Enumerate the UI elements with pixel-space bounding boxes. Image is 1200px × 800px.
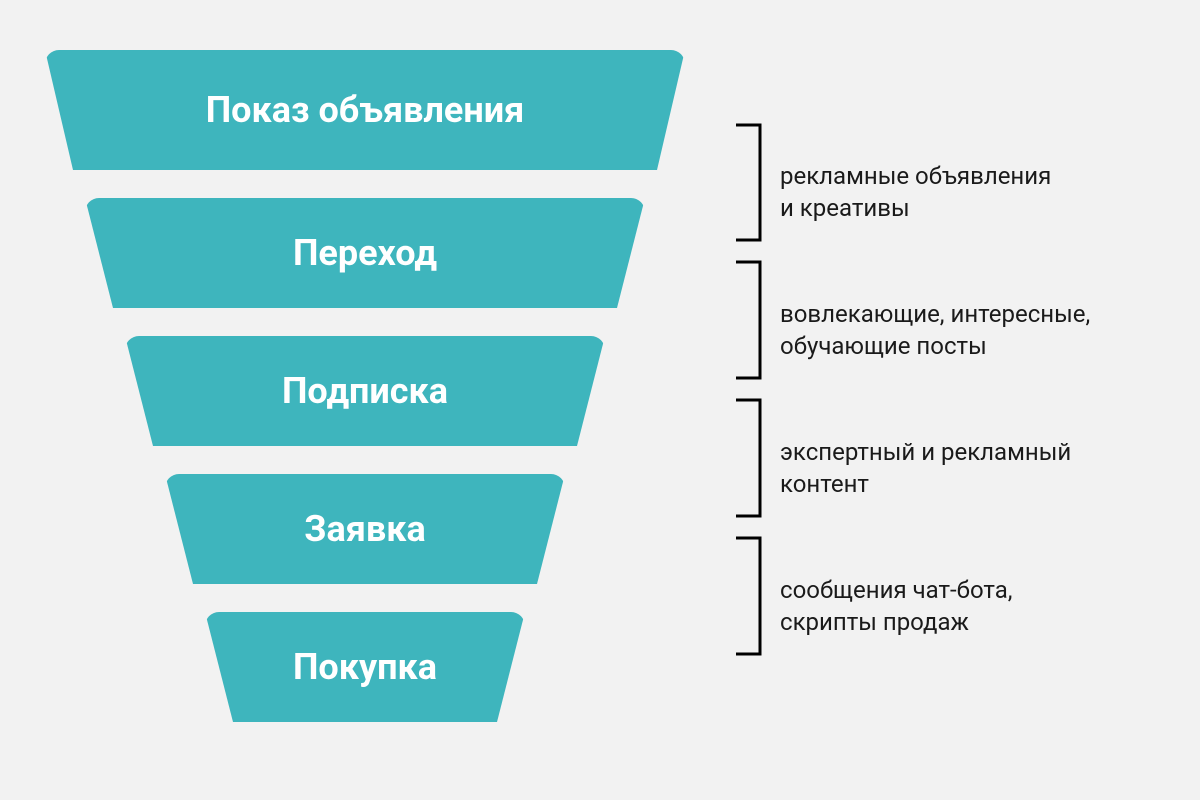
funnel-stage-label: Заявка: [304, 508, 426, 550]
annotation-3: экспертный и рекламныйконтент: [780, 436, 1071, 501]
annotation-2: вовлекающие, интересные,обучающие посты: [780, 298, 1090, 363]
funnel-stage-label: Покупка: [293, 646, 437, 688]
funnel-diagram: Показ объявления Переход Подписка Заявка…: [0, 0, 1200, 800]
funnel-stage-label: Показ объявления: [206, 89, 525, 131]
annotation-text: экспертный и рекламныйконтент: [780, 438, 1071, 498]
annotation-text: сообщения чат-бота,скрипты продаж: [780, 576, 1013, 636]
bracket-3: [732, 396, 764, 520]
funnel-stage-3: Подписка: [125, 336, 605, 446]
funnel-stage-5: Покупка: [205, 612, 525, 722]
annotation-text: вовлекающие, интересные,обучающие посты: [780, 300, 1090, 360]
funnel-stage-label: Подписка: [282, 370, 448, 412]
bracket-4: [732, 534, 764, 658]
funnel-stage-1: Показ объявления: [45, 50, 685, 170]
annotation-4: сообщения чат-бота,скрипты продаж: [780, 574, 1013, 639]
funnel-stage-label: Переход: [293, 232, 437, 274]
funnel-stage-4: Заявка: [165, 474, 565, 584]
bracket-1: [732, 121, 764, 244]
annotation-1: рекламные объявленияи креативы: [780, 160, 1051, 225]
funnel-stage-2: Переход: [85, 198, 645, 308]
bracket-2: [732, 258, 764, 382]
annotation-text: рекламные объявленияи креативы: [780, 162, 1051, 222]
